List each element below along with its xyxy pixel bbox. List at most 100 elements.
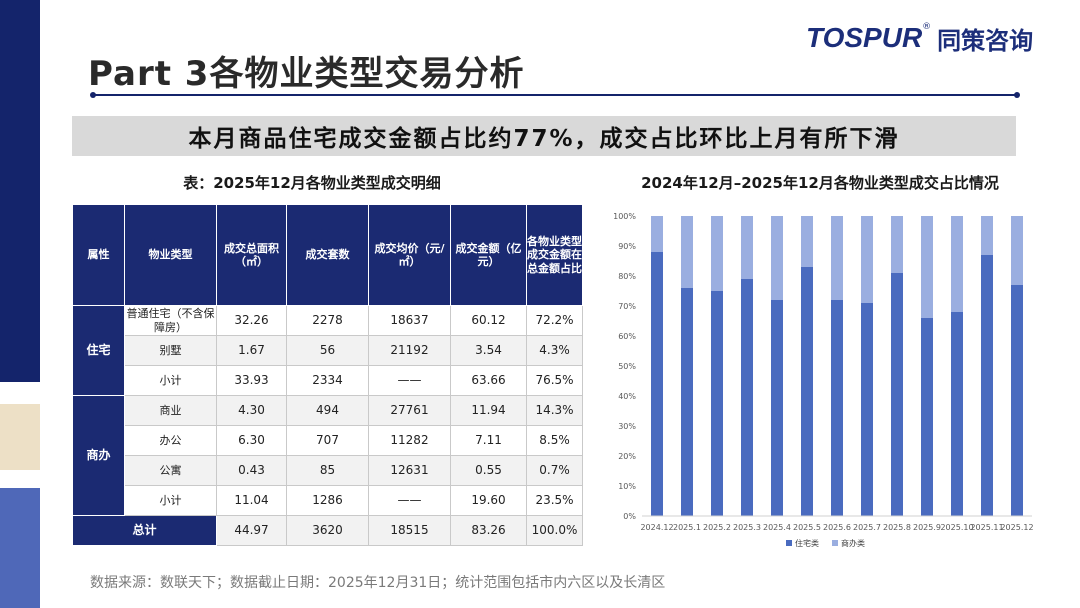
header-cell: 成交套数: [286, 204, 369, 306]
bar-residential: [771, 300, 783, 516]
x-tick-label: 2025.10: [940, 523, 973, 532]
y-tick-label: 60%: [618, 332, 636, 341]
type-cell: 公寓: [124, 455, 217, 486]
price-cell: ——: [368, 365, 451, 396]
header-cell: 成交总面积（㎡）: [216, 204, 287, 306]
x-tick-label: 2025.12: [1000, 523, 1033, 532]
table-header-row: 属性 物业类型 成交总面积（㎡） 成交套数 成交均价（元/㎡） 成交金额（亿元）…: [72, 204, 583, 306]
bar-residential: [951, 312, 963, 516]
amount-cell: 63.66: [450, 365, 527, 396]
units-cell: 3620: [286, 515, 369, 546]
header-cell: 各物业类型成交金额在总金额占比: [526, 204, 583, 306]
bar-commercial: [951, 216, 963, 312]
amount-cell: 7.11: [450, 425, 527, 456]
bar-residential: [831, 300, 843, 516]
area-cell: 6.30: [216, 425, 287, 456]
table-row: 公寓 0.43 85 12631 0.55 0.7%: [73, 455, 583, 486]
units-cell: 85: [286, 455, 369, 486]
table-row: 办公 6.30 707 11282 7.11 8.5%: [73, 425, 583, 456]
x-tick-label: 2025.4: [763, 523, 791, 532]
stacked-share-chart: 0% 10% 20% 30% 40% 50% 60% 70% 80% 90% 100% 2024.12…: [613, 212, 1033, 548]
area-cell: 0.43: [216, 455, 287, 486]
header-cell: 属性: [72, 204, 125, 306]
units-cell: 2278: [286, 305, 369, 336]
share-cell: 100.0%: [526, 515, 583, 546]
share-cell: 4.3%: [526, 335, 583, 366]
table-row: 小计 33.93 2334 —— 63.66 76.5%: [73, 365, 583, 396]
share-cell: 72.2%: [526, 305, 583, 336]
bar-commercial: [1011, 216, 1023, 285]
type-cell: 商业: [124, 395, 217, 426]
y-tick-label: 0%: [623, 512, 636, 521]
price-cell: 27761: [368, 395, 451, 426]
x-tick-label: 2024.12: [640, 523, 673, 532]
share-cell: 76.5%: [526, 365, 583, 396]
table-row: 小计 11.04 1286 —— 19.60 23.5%: [73, 485, 583, 516]
y-tick-label: 70%: [618, 302, 636, 311]
legend-swatch-residential: [786, 540, 792, 546]
total-label: 总计: [72, 515, 217, 546]
bar-residential: [981, 255, 993, 516]
amount-cell: 83.26: [450, 515, 527, 546]
bar-residential: [651, 252, 663, 516]
table-row: 商办 商业 4.30 494 27761 11.94 14.3%: [72, 395, 583, 516]
logo-reg: ®: [922, 22, 932, 32]
price-cell: 12631: [368, 455, 451, 486]
area-cell: 1.67: [216, 335, 287, 366]
legend-swatch-commercial: [832, 540, 838, 546]
header-cell: 成交均价（元/㎡）: [368, 204, 451, 306]
price-cell: ——: [368, 485, 451, 516]
type-cell: 小计: [124, 365, 217, 396]
bar-residential: [711, 291, 723, 516]
amount-cell: 11.94: [450, 395, 527, 426]
group-label-commercial: 商办: [72, 395, 125, 516]
table-row: 住宅 普通住宅（不含保障房） 32.26 2278 18637 60.12 72…: [72, 305, 583, 396]
area-cell: 33.93: [216, 365, 287, 396]
bar-residential: [801, 267, 813, 516]
units-cell: 1286: [286, 485, 369, 516]
x-tick-label: 2025.8: [883, 523, 911, 532]
bar-commercial: [651, 216, 663, 252]
left-blue-bar: [0, 488, 40, 608]
area-cell: 4.30: [216, 395, 287, 426]
bar-residential: [1011, 285, 1023, 516]
amount-cell: 19.60: [450, 485, 527, 516]
type-cell: 办公: [124, 425, 217, 456]
x-tick-label: 2025.1: [673, 523, 701, 532]
y-tick-label: 10%: [618, 482, 636, 491]
chart-title: 2024年12月–2025年12月各物业类型成交占比情况: [641, 174, 999, 192]
x-tick-label: 2025.11: [970, 523, 1003, 532]
price-cell: 21192: [368, 335, 451, 366]
total-row: 总计 44.97 3620 18515 83.26 100.0%: [72, 515, 583, 546]
bar-commercial: [711, 216, 723, 291]
area-cell: 32.26: [216, 305, 287, 336]
bar-commercial: [801, 216, 813, 267]
transaction-table: 属性 物业类型 成交总面积（㎡） 成交套数 成交均价（元/㎡） 成交金额（亿元）…: [72, 204, 583, 546]
logo-en: TOSPUR: [806, 22, 923, 53]
table-title: 表：2025年12月各物业类型成交明细: [183, 174, 441, 192]
data-source-note: 数据来源：数联天下；数据截止日期：2025年12月31日；统计范围包括市内六区以…: [90, 575, 666, 591]
legend-label-residential: 住宅类: [795, 538, 819, 548]
x-tick-label: 2025.5: [793, 523, 821, 532]
bar-residential: [681, 288, 693, 516]
x-tick-label: 2025.2: [703, 523, 731, 532]
amount-cell: 60.12: [450, 305, 527, 336]
y-tick-label: 40%: [618, 392, 636, 401]
share-cell: 14.3%: [526, 395, 583, 426]
units-cell: 707: [286, 425, 369, 456]
bar-commercial: [981, 216, 993, 255]
units-cell: 2334: [286, 365, 369, 396]
share-cell: 8.5%: [526, 425, 583, 456]
bar-residential: [921, 318, 933, 516]
table-row: 别墅 1.67 56 21192 3.54 4.3%: [73, 335, 583, 366]
x-tick-label: 2025.9: [913, 523, 941, 532]
group-label-residential: 住宅: [72, 305, 125, 396]
area-cell: 44.97: [216, 515, 287, 546]
bar-commercial: [741, 216, 753, 279]
bar-residential: [741, 279, 753, 516]
price-cell: 18637: [368, 305, 451, 336]
y-tick-label: 20%: [618, 452, 636, 461]
share-cell: 0.7%: [526, 455, 583, 486]
y-tick-label: 100%: [613, 212, 636, 221]
units-cell: 56: [286, 335, 369, 366]
